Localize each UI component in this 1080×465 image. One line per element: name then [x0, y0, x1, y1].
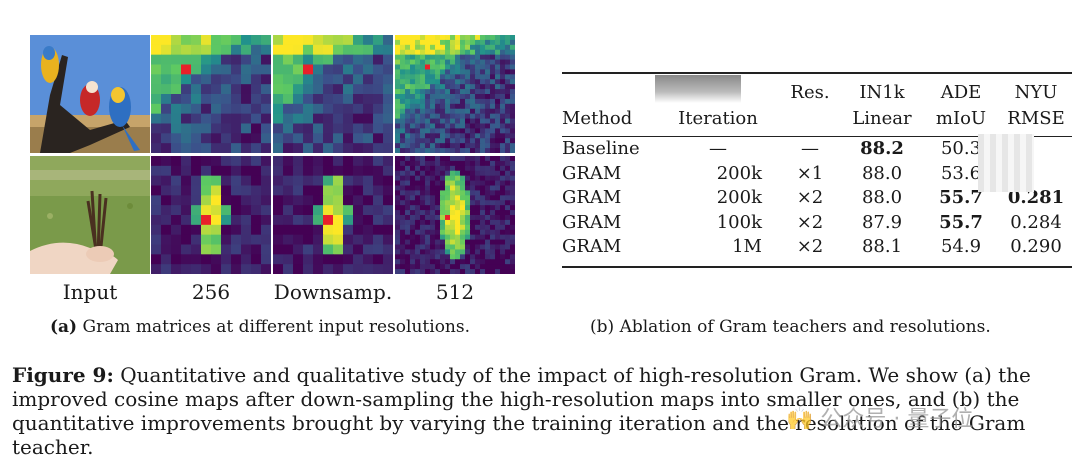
cell-ade: 54.9	[940, 236, 982, 257]
subcaption-b: (b) Ablation of Gram teachers and resolu…	[590, 317, 991, 337]
table-row: GRAM 1M ×2 88.1 54.9 0.290	[562, 235, 1072, 267]
hdr-in1k: IN1k	[859, 82, 905, 103]
cell-iteration: 200k	[716, 187, 762, 208]
subcaption-b-tag: (b)	[590, 317, 615, 337]
cell-res: —	[801, 138, 819, 159]
cell-ade: 53.6	[940, 162, 982, 184]
hdr-res-bottom	[778, 106, 842, 137]
hdr-res: Res.	[790, 82, 830, 103]
hdr-iter-top	[658, 73, 778, 106]
query-patch-marker	[201, 215, 211, 225]
cell-nyu: 0.281	[1007, 187, 1065, 208]
table-row: GRAM 200k ×2 88.0 55.7 0.281	[562, 186, 1072, 211]
subcaption-a: (a) Gram matrices at different input res…	[50, 317, 470, 337]
cell-res: ×2	[796, 211, 824, 233]
cell-res: ×1	[796, 162, 824, 184]
cell-linear: 88.0	[861, 162, 903, 184]
input-image-parrots	[30, 35, 150, 153]
query-patch-marker	[323, 215, 333, 225]
col-label-512: 512	[435, 280, 475, 304]
cell-iteration: 200k	[716, 162, 762, 184]
figure-label: Figure 9:	[12, 363, 114, 387]
figure-caption-text: Quantitative and qualitative study of th…	[12, 363, 1031, 459]
cell-method: GRAM	[562, 162, 622, 184]
hdr-ade: ADE	[940, 82, 982, 103]
subcaption-b-text: Ablation of Gram teachers and resolution…	[619, 317, 991, 337]
cell-ade: 50.3	[940, 138, 982, 159]
header-row-top: Res. IN1k ADE NYU	[562, 73, 1072, 106]
table-row: GRAM 200k ×1 88.0 53.6	[562, 162, 1072, 187]
subcaption-a-tag: (a)	[50, 317, 78, 337]
hdr-miou: mIoU	[935, 108, 987, 129]
col-label-256: 256	[191, 280, 231, 304]
cell-nyu: 0.284	[1010, 211, 1062, 233]
cell-method: GRAM	[562, 187, 622, 208]
cell-method: Baseline	[562, 138, 640, 159]
figure-caption: Figure 9: Quantitative and qualitative s…	[12, 363, 1068, 459]
query-patch-marker	[445, 215, 450, 220]
heatmap-256-row1	[151, 35, 271, 153]
query-patch-marker	[181, 64, 191, 75]
cell-linear: 88.0	[861, 187, 903, 208]
cell-iteration: —	[709, 138, 727, 159]
cell-res: ×2	[796, 236, 824, 257]
cell-res: ×2	[796, 187, 824, 208]
cell-nyu: 0.290	[1010, 236, 1062, 257]
watermark-text: 🙌 公众号 · 量子位	[786, 407, 974, 432]
col-label-downsamp: Downsamp.	[273, 280, 393, 304]
cell-iteration: 100k	[716, 211, 762, 233]
hdr-method-top	[562, 73, 658, 106]
cell-method: GRAM	[562, 211, 622, 233]
cell-ade: 55.7	[939, 187, 983, 208]
cell-linear: 87.9	[861, 211, 903, 233]
hdr-rmse: RMSE	[1007, 108, 1065, 129]
hdr-method: Method	[562, 108, 633, 129]
query-patch-marker	[303, 64, 313, 75]
header-row-bottom: Method Iteration Linear mIoU RMSE	[562, 106, 1072, 137]
heatmap-512-row1	[395, 35, 515, 153]
cell-linear: 88.2	[860, 138, 904, 159]
col-label-input: Input	[62, 280, 118, 304]
table-row: GRAM 100k ×2 87.9 55.7 0.284	[562, 211, 1072, 236]
cell-method: GRAM	[562, 236, 622, 257]
heatmap-256-row2	[151, 156, 271, 274]
query-patch-marker	[425, 64, 430, 70]
cell-iteration: 1M	[732, 236, 762, 257]
subcaption-a-text: Gram matrices at different input resolut…	[82, 317, 471, 337]
heatmap-512-row2	[395, 156, 515, 274]
heatmap-downsamp-row2	[273, 156, 393, 274]
table-row: Baseline — — 88.2 50.3	[562, 136, 1072, 162]
cell-linear: 88.1	[861, 236, 903, 257]
hdr-linear: Linear	[852, 108, 912, 129]
ablation-table: Res. IN1k ADE NYU Method Iteration Linea…	[562, 72, 1072, 268]
heatmap-downsamp-row1	[273, 35, 393, 153]
hdr-iteration: Iteration	[678, 108, 758, 129]
hdr-nyu: NYU	[1014, 82, 1058, 103]
cell-ade: 55.7	[939, 211, 983, 233]
redaction-blur-header	[655, 75, 741, 103]
redaction-blur-cells	[978, 134, 1034, 192]
input-image-twigs	[30, 156, 150, 274]
